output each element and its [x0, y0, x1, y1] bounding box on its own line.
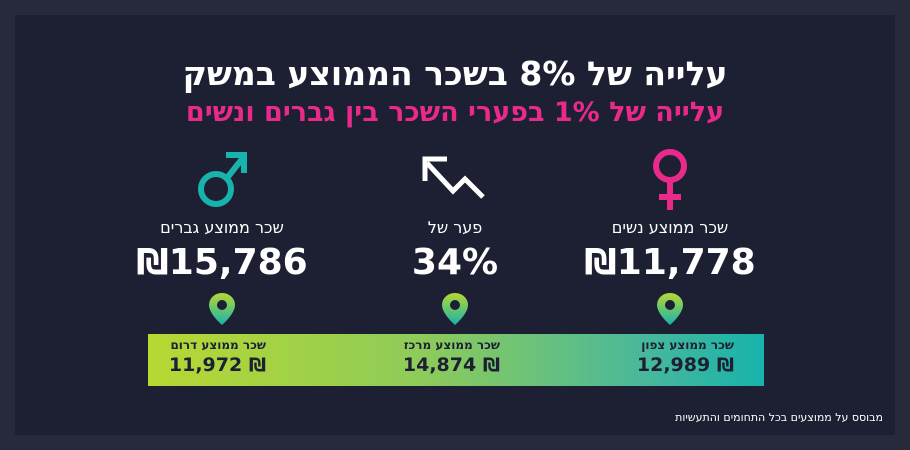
location-pin-icon	[345, 292, 565, 326]
footnote: מבוסס על ממוצעים בכל התחומים והתעשיות	[675, 411, 883, 424]
region-center-value: ₪ 14,874	[402, 354, 500, 376]
women-salary-value: ₪11,778	[584, 242, 756, 283]
men-salary-label: שכר ממוצע גברים	[160, 218, 284, 237]
gap-label: פער של	[427, 218, 483, 237]
headline: עלייה של 8% בשכר הממוצע במשק	[182, 54, 728, 93]
region-south-value: ₪ 11,972	[168, 354, 266, 376]
subheadline: עלייה של 1% בפערי השכר בין גברים ונשים	[185, 97, 725, 128]
trend-arrow-icon	[345, 145, 565, 215]
female-symbol-icon	[560, 145, 780, 215]
male-symbol-icon	[112, 145, 332, 215]
gap-value: 34%	[411, 242, 499, 283]
location-pin-icon	[560, 292, 780, 326]
region-north: שכר ממוצע צפון ₪ 12,989	[574, 338, 734, 378]
region-north-label: שכר ממוצע צפון	[641, 338, 734, 352]
region-center-label: שכר ממוצע מרכז	[403, 338, 500, 352]
regional-salary-band	[148, 334, 764, 386]
location-pin-icon	[112, 292, 332, 326]
region-center: שכר ממוצע מרכז ₪ 14,874	[340, 338, 500, 378]
women-salary-label: שכר ממוצע נשים	[611, 218, 729, 237]
region-south: שכר ממוצע דרום ₪ 11,972	[106, 338, 266, 378]
region-south-label: שכר ממוצע דרום	[170, 338, 266, 352]
region-north-value: ₪ 12,989	[636, 354, 734, 376]
men-salary-value: ₪15,786	[136, 242, 308, 283]
